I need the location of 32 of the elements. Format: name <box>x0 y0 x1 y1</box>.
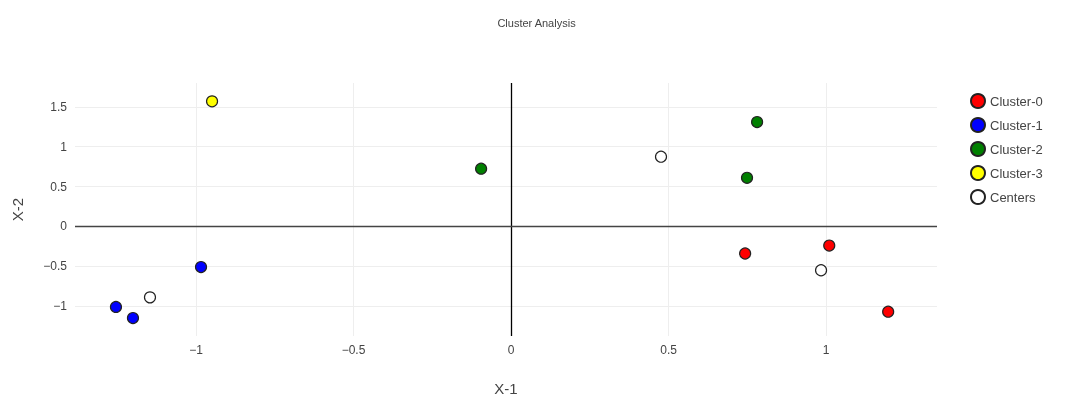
point <box>109 300 123 314</box>
point <box>654 150 668 163</box>
y-tick-label: 0.5 <box>50 179 68 194</box>
x-tick-label: 0 <box>507 343 515 357</box>
chart-title: Cluster Analysis <box>497 16 577 29</box>
x-axis-title: X-1 <box>494 380 518 397</box>
legend-label: Cluster-0 <box>990 93 1043 109</box>
x-tick-label: 0.5 <box>660 343 678 357</box>
legend-label: Cluster-1 <box>990 117 1043 133</box>
x-tick-label: −0.5 <box>341 343 366 357</box>
point <box>740 171 754 184</box>
point <box>194 260 208 274</box>
point <box>126 311 140 325</box>
point <box>751 115 764 129</box>
y-tick-label: 1 <box>60 139 68 154</box>
legend-label: Cluster-3 <box>990 165 1043 181</box>
point <box>882 305 895 318</box>
legend-label: Centers <box>990 189 1037 205</box>
point <box>205 95 219 108</box>
point <box>823 239 836 252</box>
point <box>143 291 157 304</box>
y-tick-label: 0 <box>60 219 68 234</box>
y-tick-label: −0.5 <box>43 259 68 274</box>
point <box>739 247 752 260</box>
point <box>814 264 828 277</box>
point <box>475 162 488 175</box>
y-tick-label: 1.5 <box>50 99 68 114</box>
x-tick-label: 1 <box>822 343 830 357</box>
y-axis-title: X-2 <box>9 197 26 222</box>
x-tick-label: −1 <box>189 343 204 357</box>
y-tick-label: −1 <box>53 299 68 314</box>
legend-label: Cluster-2 <box>990 141 1043 157</box>
